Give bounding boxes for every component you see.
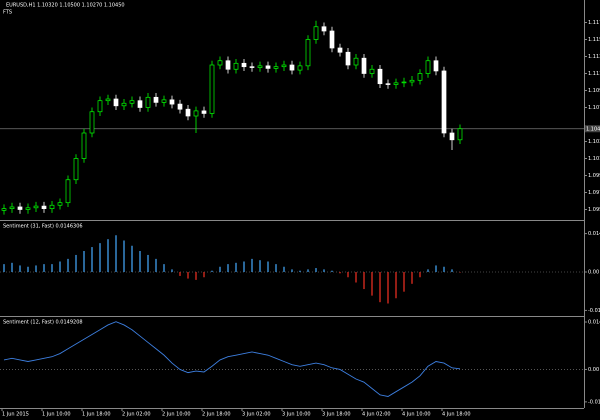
candle-body [225,60,231,70]
chart-title: EURUSD,H1 1.10320 1.10500 1.10270 1.1045… [6,3,125,9]
candle-body [281,64,287,68]
candle-body [97,100,103,113]
candle-body [233,62,239,70]
candle-body [265,65,271,69]
candle-body [329,30,335,49]
candle-body [321,26,327,32]
candle-body [89,111,95,134]
candle-body [353,57,359,66]
candle-body [81,132,87,159]
candle-body [297,65,303,71]
candle-body [417,73,423,81]
candle-body [249,66,255,68]
candle-body [17,206,23,210]
candle-body [41,205,47,210]
candle-body [241,62,247,68]
candle-body [449,132,455,141]
y-tick-label: 1.11300 [588,54,600,60]
time-label: 4 Jun 18:00 [442,412,471,418]
candle-body [9,206,15,209]
y-tick-label: -0.0102 [588,399,600,405]
candle-body [121,102,127,107]
candle-body [377,68,383,85]
candle-body [345,51,351,66]
candle-body [385,83,391,85]
y-tick-label: 1.10300 [588,139,600,145]
candle-body [105,98,111,102]
indicator-line [3,321,461,397]
candle-body [33,205,39,209]
y-tick-label: 1.11500 [588,37,600,43]
time-label: 4 Jun 02:00 [362,412,391,418]
candle-body [129,100,135,104]
candle-body [369,68,375,74]
candle-body [337,47,343,53]
candle-body [201,110,207,114]
candle-body [433,60,439,72]
y-tick-label: 1.10100 [588,156,600,162]
candle-body [193,110,199,117]
y-tick-label: 0.00 [588,270,599,276]
time-label: 3 Jun 10:00 [282,412,311,418]
candle-body [137,100,143,108]
candle-body [169,99,175,105]
indicator-title: Sentiment (12, Fast) 0.0149208 [3,320,83,326]
time-label: 4 Jun 10:00 [402,412,431,418]
y-tick-label: 1.10700 [588,105,600,111]
candle-body [401,81,407,84]
indicator-title: Sentiment (31, Fast) 0.0146306 [3,224,83,230]
y-tick-label: 1.11700 [588,20,600,26]
candle-body [113,98,119,107]
y-tick-label: 1.09900 [588,173,600,179]
candle-body [49,204,55,209]
y-tick-label: 0.00 [588,367,599,373]
candle-body [393,82,399,85]
y-tick-label: 1.11100 [588,71,600,77]
candle-body [441,70,447,134]
candle-body [1,208,7,211]
time-label: 2 Jun 02:00 [122,412,151,418]
y-tick-label: 0.0149208 [588,320,600,326]
candle-body [73,158,79,181]
time-label: 2 Jun 18:00 [202,412,231,418]
candle-body [305,39,311,67]
candle-body [57,202,63,206]
candle-body [25,207,31,210]
candle-body [289,64,295,71]
candle-body [361,57,367,74]
candle-body [177,103,183,110]
candle-body [185,108,191,117]
candle-body [145,96,151,108]
candle-body [409,79,415,83]
candle-body [217,60,223,66]
y-tick-label: 0.0146306 [588,231,600,237]
y-tick-label: -0.0146306 [588,308,600,314]
time-label: 1 Jun 10:00 [42,412,71,418]
time-label: 3 Jun 02:00 [242,412,271,418]
y-tick-label: 1.10900 [588,88,600,94]
chart-subtitle: FTS [3,10,12,16]
time-label: 3 Jun 18:00 [322,412,351,418]
candle-body [209,64,215,114]
time-label: 2 Jun 10:00 [162,412,191,418]
time-label: 1 Jun 2015 [2,412,29,418]
candle-body [313,26,319,40]
candle-body [153,96,159,103]
price-tag: 1.10450 [586,126,600,132]
candle-body [65,179,71,204]
price-tag-bg [585,125,600,133]
candle-body [273,66,279,69]
time-label: 1 Jun 18:00 [82,412,111,418]
candle-body [457,128,463,141]
candle-body [425,60,431,74]
y-tick-label: 1.09700 [588,190,600,196]
y-tick-label: 1.09500 [588,207,600,213]
candle-body [161,99,167,103]
candle-body [257,65,263,68]
